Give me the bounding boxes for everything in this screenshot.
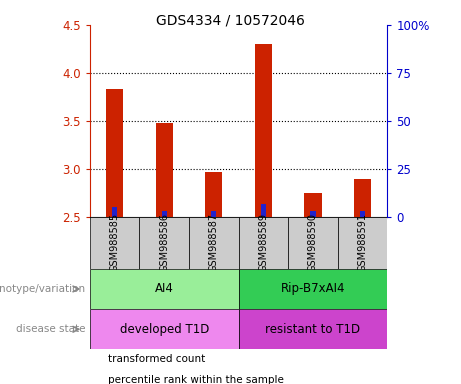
Bar bbox=[90, 309, 239, 349]
Text: GSM988586: GSM988586 bbox=[159, 214, 169, 272]
Bar bbox=[254, 44, 272, 217]
Bar bbox=[354, 179, 371, 217]
Bar bbox=[106, 89, 124, 217]
Text: transformed count: transformed count bbox=[108, 354, 206, 364]
Bar bbox=[90, 269, 239, 309]
Text: GSM988590: GSM988590 bbox=[308, 214, 318, 272]
Bar bbox=[337, 217, 387, 269]
Text: GSM988589: GSM988589 bbox=[258, 214, 268, 272]
Bar bbox=[261, 204, 266, 217]
Text: disease state: disease state bbox=[16, 324, 85, 334]
Bar bbox=[211, 211, 216, 217]
Text: Rip-B7xAI4: Rip-B7xAI4 bbox=[281, 283, 345, 295]
Bar bbox=[189, 217, 239, 269]
Bar bbox=[239, 269, 387, 309]
Text: genotype/variation: genotype/variation bbox=[0, 284, 85, 294]
Bar bbox=[139, 217, 189, 269]
Bar bbox=[205, 172, 223, 217]
Bar bbox=[162, 211, 167, 217]
Bar bbox=[155, 123, 173, 217]
Bar bbox=[90, 217, 139, 269]
Text: GSM988585: GSM988585 bbox=[110, 214, 120, 272]
Text: GSM988591: GSM988591 bbox=[357, 214, 367, 272]
Bar bbox=[310, 211, 315, 217]
Text: AI4: AI4 bbox=[155, 283, 174, 295]
Text: percentile rank within the sample: percentile rank within the sample bbox=[108, 375, 284, 384]
Bar bbox=[112, 207, 117, 217]
Text: GDS4334 / 10572046: GDS4334 / 10572046 bbox=[156, 13, 305, 27]
Bar bbox=[239, 309, 387, 349]
Bar bbox=[288, 217, 337, 269]
Bar bbox=[239, 217, 288, 269]
Text: GSM988587: GSM988587 bbox=[209, 214, 219, 272]
Text: resistant to T1D: resistant to T1D bbox=[266, 323, 361, 336]
Text: developed T1D: developed T1D bbox=[119, 323, 209, 336]
Bar bbox=[304, 193, 322, 217]
Bar bbox=[360, 211, 365, 217]
